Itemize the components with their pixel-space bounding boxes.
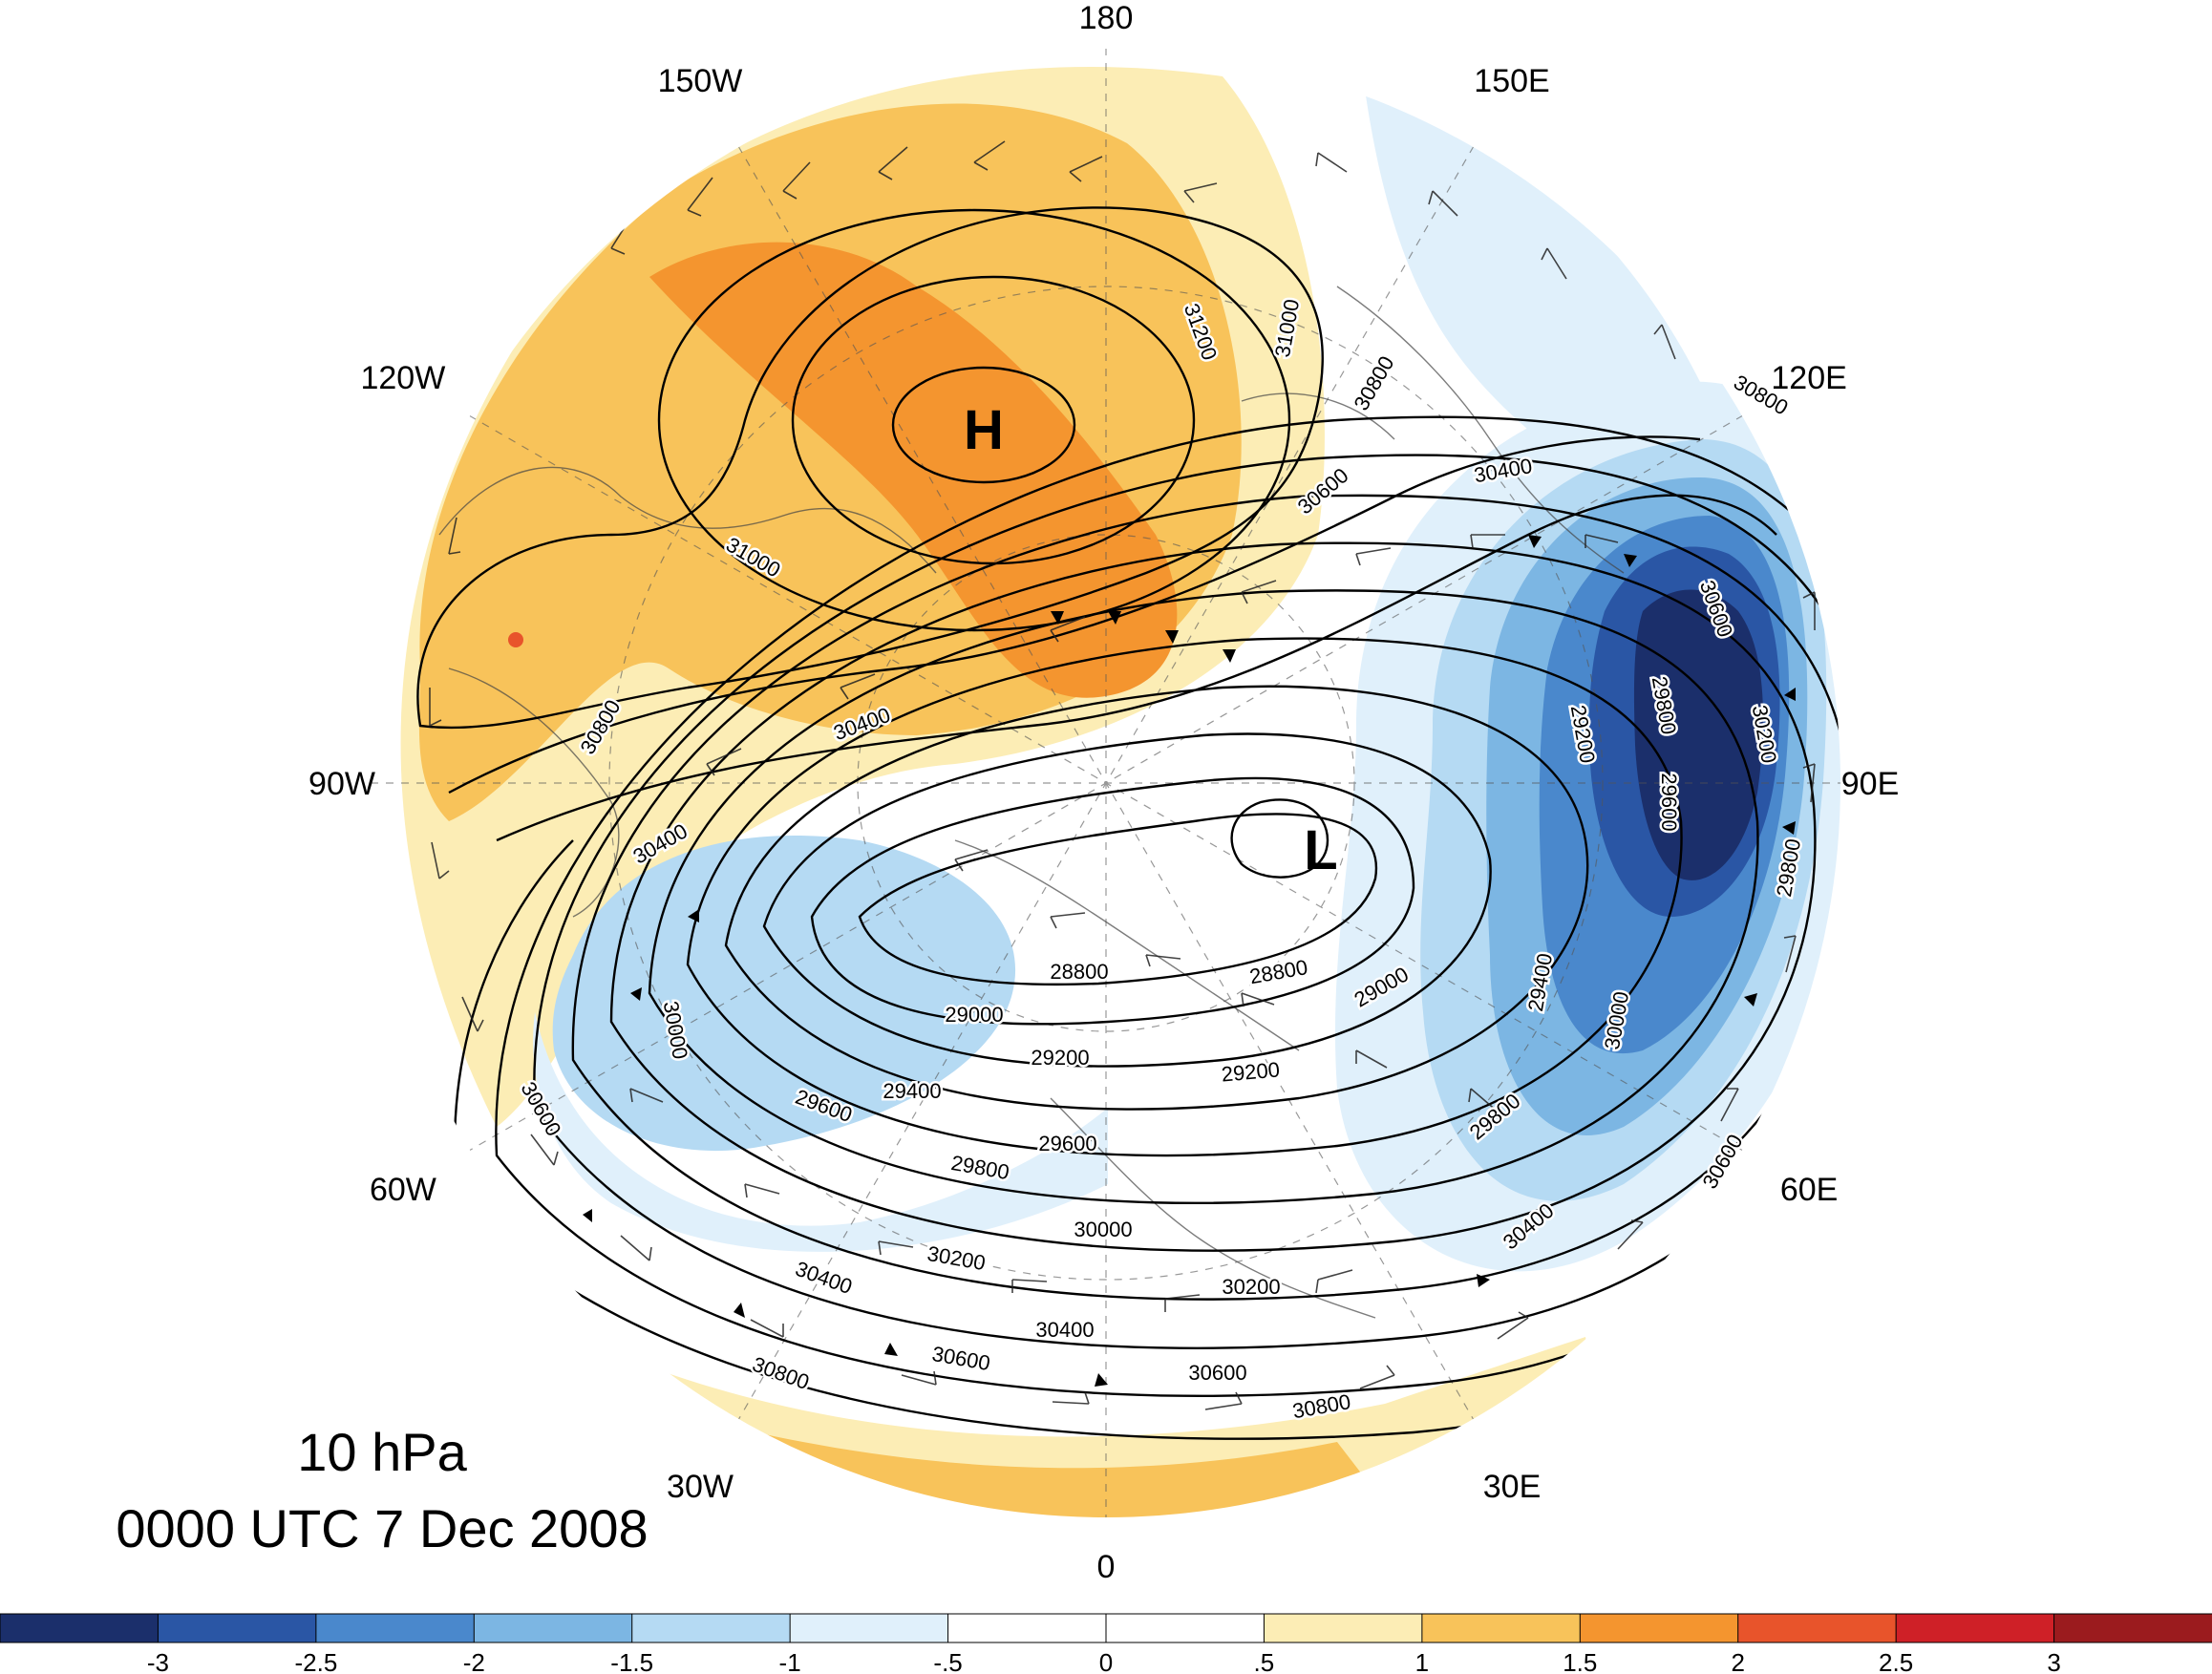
colorbar-tick-label: -1.5: [610, 1648, 653, 1674]
map-border: [370, 47, 1842, 1519]
pressure-center-low: L: [1304, 819, 1337, 881]
contour-30800-a: [416, 206, 1324, 730]
contour-30000: [609, 541, 1817, 1252]
contour-31000: [657, 208, 1291, 632]
lon-label-8: 60W: [370, 1172, 436, 1208]
contour-29200: [762, 732, 1492, 1068]
contour-label: 29000: [945, 1003, 1003, 1027]
colorbar-tick-label: 1.5: [1563, 1648, 1597, 1674]
colorbar-segment: [1737, 1613, 1898, 1643]
colorbar-tick-label: 2.5: [1879, 1648, 1913, 1674]
lon-label-3: 90E: [1841, 766, 1900, 802]
colorbar-tick-label: -3: [147, 1648, 169, 1674]
colorbar-segment: [631, 1613, 792, 1643]
title-level: 10 hPa: [297, 1422, 467, 1482]
wind-flags: [583, 535, 1796, 1387]
colorbar-segment: [1263, 1613, 1423, 1643]
colorbar-segment: [2053, 1613, 2212, 1643]
colorbar-segment: [0, 1613, 160, 1643]
colorbar-tick-label: 0: [1099, 1648, 1113, 1674]
lon-label-11: 150W: [658, 63, 743, 99]
contour-low-1: [1230, 798, 1329, 879]
title-datetime: 0000 UTC 7 Dec 2008: [116, 1498, 648, 1558]
contour-label: 29600: [1657, 773, 1681, 831]
anomaly-shading: [400, 67, 1841, 1518]
shade-neg-left-light: [533, 1012, 1108, 1252]
height-contours: [416, 206, 1841, 1440]
lon-label-9: 90W: [308, 766, 375, 802]
contour-label: 30400: [1035, 1318, 1094, 1342]
colorbar-segment: [1105, 1613, 1266, 1643]
coastlines: [438, 286, 1625, 1319]
colorbar-segment: [1421, 1613, 1582, 1643]
contour-30400-a: [496, 494, 1777, 842]
lon-label-6: 0: [1097, 1549, 1116, 1585]
wind-barbs: [429, 140, 1816, 1410]
colorbar-tick-label: 1: [1415, 1648, 1429, 1674]
lon-label-10: 120W: [360, 360, 445, 396]
pressure-center-high: H: [964, 399, 1004, 461]
colorbar-segment: [947, 1613, 1107, 1643]
colorbar-tick-label: .5: [1254, 1648, 1275, 1674]
contour-label: 30000: [1074, 1218, 1132, 1241]
contour-31200-inner: [891, 366, 1076, 484]
lon-label-0: 180: [1079, 0, 1134, 36]
contour-30600: [448, 435, 1701, 795]
contour-label: 28800: [1050, 960, 1108, 984]
contour-29600: [686, 637, 1683, 1157]
contour-30200: [571, 494, 1841, 1301]
colorbar-segment: [1895, 1613, 2055, 1643]
colorbar-segment: [315, 1613, 476, 1643]
colorbar-tick-label: -.5: [933, 1648, 962, 1674]
colorbar-tick-label: 2: [1731, 1648, 1744, 1674]
contour-label: 29600: [1038, 1132, 1096, 1155]
contour-label: 29400: [883, 1079, 941, 1103]
colorbar-tick-label: 3: [2047, 1648, 2060, 1674]
lon-label-5: 30E: [1483, 1469, 1542, 1505]
colorbar-tick-label: -2.5: [294, 1648, 337, 1674]
lon-label-7: 30W: [667, 1469, 734, 1505]
shade-neg-3: [1633, 589, 1763, 880]
colorbar-segment: [789, 1613, 949, 1643]
shade-neg-left: [552, 836, 1016, 1152]
contour-29000: [810, 776, 1415, 1026]
contour-28800: [858, 813, 1378, 986]
lon-label-2: 120E: [1771, 360, 1846, 396]
colorbar-segment: [1579, 1613, 1739, 1643]
shade-pos-spot: [508, 632, 523, 647]
colorbar-segment: [473, 1613, 633, 1643]
colorbar-tick-label: -2: [463, 1648, 485, 1674]
contour-29400: [724, 685, 1589, 1111]
colorbar-tick-label: -1: [779, 1648, 801, 1674]
contour-30600-b: [495, 415, 1841, 1397]
colorbar: -3 -2.5 -2 -1.5 -1 -.5 0 .5 1 1.5 2 2.5 3: [0, 1613, 2212, 1674]
contour-label: 30600: [1188, 1361, 1246, 1385]
shade-pos-band-south-1: [611, 1394, 1433, 1518]
shade-neg-0p5-upper: [1366, 95, 1700, 430]
longitude-labels: 180 150E 120E 90E 60E 30E 0 30W 60W 90W 120W 150W: [308, 0, 1899, 1585]
lon-label-1: 150E: [1474, 63, 1549, 99]
contour-label: 29200: [1031, 1046, 1089, 1070]
contour-label: 29200: [1221, 1057, 1281, 1086]
contour-30400-b: [533, 454, 1841, 1349]
pressure-centers: HL: [964, 399, 1338, 881]
contour-label: 30200: [1222, 1275, 1280, 1299]
colorbar-segment: [157, 1613, 317, 1643]
lon-label-4: 60E: [1780, 1172, 1839, 1208]
contour-29800: [648, 589, 1759, 1205]
